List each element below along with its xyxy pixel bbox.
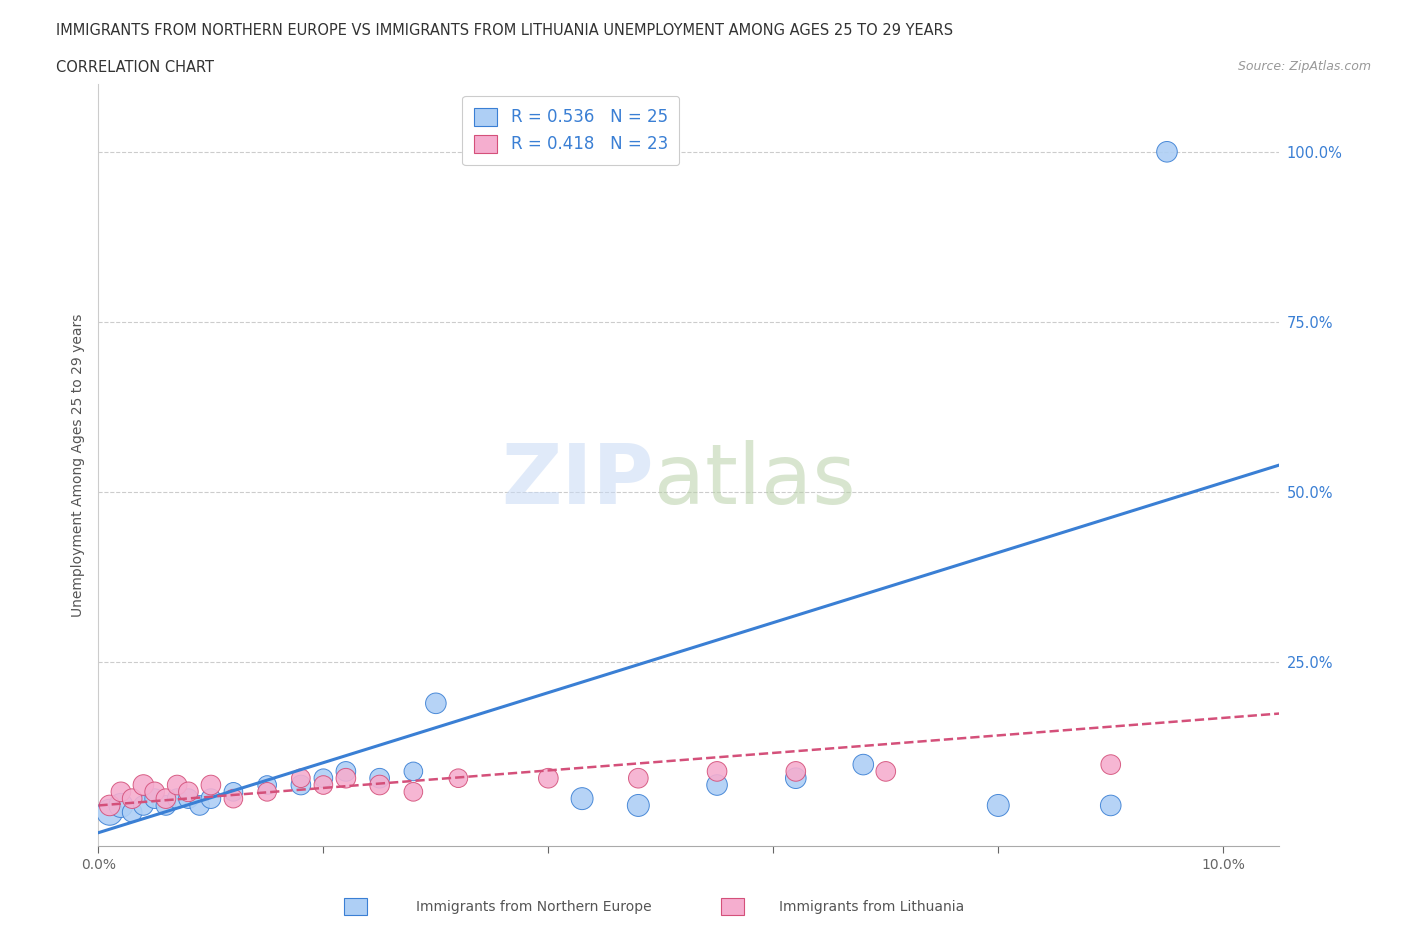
Point	[785, 771, 807, 786]
Point	[177, 784, 200, 799]
Point	[110, 784, 132, 799]
Point	[256, 777, 278, 792]
Point	[166, 791, 188, 806]
Point	[425, 696, 447, 711]
Point	[155, 798, 177, 813]
Point	[335, 771, 357, 786]
Point	[335, 764, 357, 778]
Text: Source: ZipAtlas.com: Source: ZipAtlas.com	[1237, 60, 1371, 73]
Point	[143, 791, 166, 806]
Point	[1099, 757, 1122, 772]
Point	[121, 791, 143, 806]
Point	[537, 771, 560, 786]
Text: atlas: atlas	[654, 440, 855, 521]
Point	[402, 764, 425, 778]
Point	[312, 771, 335, 786]
Point	[222, 791, 245, 806]
Point	[627, 798, 650, 813]
Point	[256, 784, 278, 799]
Point	[290, 771, 312, 786]
Point	[627, 771, 650, 786]
Point	[368, 777, 391, 792]
Point	[706, 777, 728, 792]
Point	[312, 777, 335, 792]
Legend: R = 0.536   N = 25, R = 0.418   N = 23: R = 0.536 N = 25, R = 0.418 N = 23	[463, 96, 679, 165]
Text: CORRELATION CHART: CORRELATION CHART	[56, 60, 214, 75]
Text: Immigrants from Lithuania: Immigrants from Lithuania	[779, 899, 965, 914]
Point	[188, 798, 211, 813]
Point	[1099, 798, 1122, 813]
Point	[875, 764, 897, 778]
Point	[132, 798, 155, 813]
Point	[447, 771, 470, 786]
Point	[200, 777, 222, 792]
Point	[98, 804, 121, 819]
Point	[1156, 144, 1178, 159]
Point	[222, 784, 245, 799]
Point	[110, 798, 132, 813]
Point	[785, 764, 807, 778]
Point	[706, 764, 728, 778]
Point	[143, 784, 166, 799]
Point	[166, 777, 188, 792]
Point	[290, 777, 312, 792]
Point	[852, 757, 875, 772]
Text: ZIP: ZIP	[501, 440, 654, 521]
Point	[402, 784, 425, 799]
Point	[987, 798, 1010, 813]
Text: IMMIGRANTS FROM NORTHERN EUROPE VS IMMIGRANTS FROM LITHUANIA UNEMPLOYMENT AMONG : IMMIGRANTS FROM NORTHERN EUROPE VS IMMIG…	[56, 23, 953, 38]
Point	[200, 791, 222, 806]
Point	[177, 791, 200, 806]
Point	[571, 791, 593, 806]
Point	[98, 798, 121, 813]
Point	[121, 804, 143, 819]
Text: Immigrants from Northern Europe: Immigrants from Northern Europe	[416, 899, 652, 914]
Point	[571, 144, 593, 159]
Point	[155, 791, 177, 806]
Point	[132, 777, 155, 792]
Point	[368, 771, 391, 786]
Y-axis label: Unemployment Among Ages 25 to 29 years: Unemployment Among Ages 25 to 29 years	[70, 313, 84, 617]
